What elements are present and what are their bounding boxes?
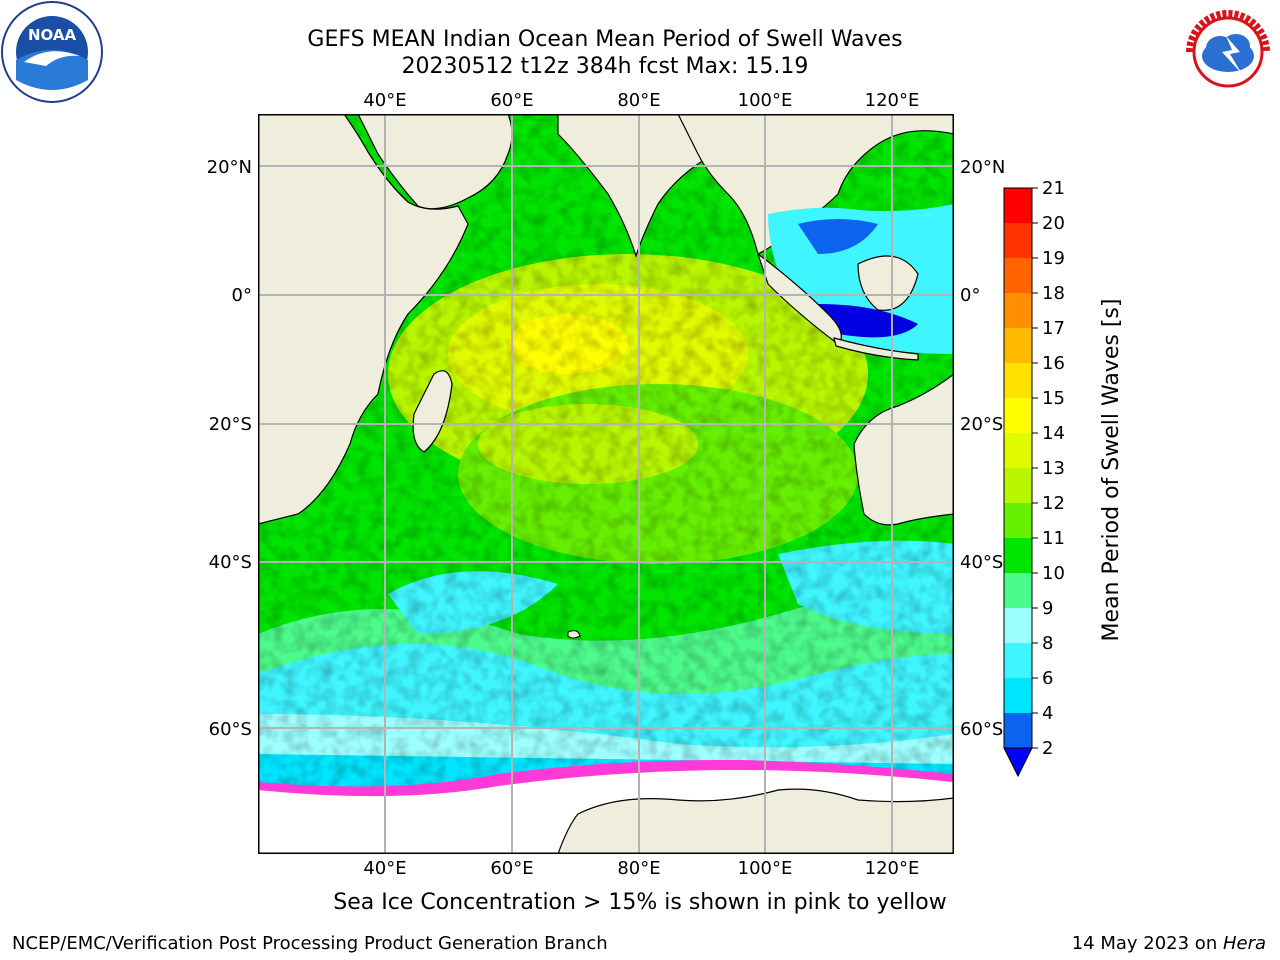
colorbar-swatch bbox=[1004, 188, 1032, 223]
swell-period-map bbox=[258, 114, 954, 854]
sumatra bbox=[756, 252, 842, 345]
colorbar-swatch bbox=[1004, 643, 1032, 678]
colorbar-swatch bbox=[1004, 608, 1032, 643]
colorbar-tick-label: 8 bbox=[1042, 633, 1053, 654]
colorbar-tick-label: 19 bbox=[1042, 248, 1065, 269]
java bbox=[833, 337, 919, 361]
colorbar-swatch bbox=[1004, 328, 1032, 363]
madagascar bbox=[412, 370, 453, 453]
chart-subtitle: 20230512 t12z 384h fcst Max: 15.19 bbox=[401, 54, 809, 79]
colorbar-swatch bbox=[1004, 713, 1032, 748]
noaa-logo-icon: NOAA bbox=[1, 1, 103, 103]
colorbar: 2 4 6 8 9 10 11 12 13 14 15 16 17 18 19 20 21 Mean Perio… bbox=[1003, 180, 1124, 778]
footer-credit: NCEP/EMC/Verification Post Processing Pr… bbox=[12, 933, 608, 954]
lon-label-bottom: 80°E bbox=[617, 858, 660, 879]
colorbar-label: Mean Period of Swell Waves [s] bbox=[1099, 299, 1124, 642]
sea-ice-edge bbox=[258, 759, 954, 801]
lon-label-bottom: 120°E bbox=[865, 858, 920, 879]
colorbar-under-arrow bbox=[1003, 747, 1033, 778]
graticule bbox=[258, 114, 954, 854]
lat-label-right: 20°N bbox=[960, 157, 1005, 178]
colorbar-tick-label: 21 bbox=[1042, 180, 1065, 199]
colorbar-tick-label: 11 bbox=[1042, 528, 1065, 549]
colorbar-swatch bbox=[1004, 398, 1032, 433]
colorbar-swatch bbox=[1004, 363, 1032, 398]
colorbar-swatch bbox=[1004, 293, 1032, 328]
lat-label-left: 60°S bbox=[209, 719, 252, 740]
colorbar-swatch bbox=[1004, 468, 1032, 503]
lat-label-left: 40°S bbox=[209, 552, 252, 573]
chart-title: GEFS MEAN Indian Ocean Mean Period of Sw… bbox=[307, 27, 903, 52]
australia-landmass bbox=[853, 373, 954, 526]
lat-label-left: 20°S bbox=[209, 414, 252, 435]
colorbar-tick-label: 6 bbox=[1042, 668, 1053, 689]
footer-date: 14 May 2023 on Hera bbox=[1072, 933, 1266, 954]
colorbar-tick-label: 12 bbox=[1042, 493, 1065, 514]
lon-label-top: 100°E bbox=[738, 90, 793, 111]
colorbar-swatch bbox=[1004, 678, 1032, 713]
colorbar-swatch bbox=[1004, 258, 1032, 293]
colorbar-swatch bbox=[1004, 573, 1032, 608]
colorbar-tick-label: 13 bbox=[1042, 458, 1065, 479]
colorbar-tick-label: 10 bbox=[1042, 563, 1065, 584]
colorbar-swatch bbox=[1004, 223, 1032, 258]
colorbar-tick-label: 15 bbox=[1042, 388, 1065, 409]
lon-label-bottom: 40°E bbox=[363, 858, 406, 879]
map-frame bbox=[258, 114, 954, 854]
lon-label-bottom: 100°E bbox=[738, 858, 793, 879]
lon-label-top: 120°E bbox=[865, 90, 920, 111]
nws-logo-icon bbox=[1180, 4, 1276, 100]
colorbar-tick-label: 17 bbox=[1042, 318, 1065, 339]
colorbar-swatch bbox=[1004, 433, 1032, 468]
lon-label-top: 80°E bbox=[617, 90, 660, 111]
colorbar-tick-label: 4 bbox=[1042, 703, 1053, 724]
india-landmass bbox=[557, 114, 729, 258]
africa-landmass bbox=[258, 114, 469, 525]
sea-ice-note: Sea Ice Concentration > 15% is shown in … bbox=[333, 890, 947, 915]
lat-label-right: 0° bbox=[960, 285, 980, 306]
colorbar-swatch bbox=[1004, 503, 1032, 538]
colorbar-tick-label: 16 bbox=[1042, 353, 1065, 374]
footer-host: Hera bbox=[1222, 933, 1266, 954]
lat-label-left: 20°N bbox=[207, 157, 252, 178]
lat-label-left: 0° bbox=[232, 285, 252, 306]
colorbar-tick-label: 9 bbox=[1042, 598, 1053, 619]
colorbar-tick-label: 20 bbox=[1042, 213, 1065, 234]
colorbar-swatch bbox=[1004, 538, 1032, 573]
svg-text:NOAA: NOAA bbox=[28, 26, 77, 44]
colorbar-tick-label: 18 bbox=[1042, 283, 1065, 304]
lon-label-top: 40°E bbox=[363, 90, 406, 111]
lon-label-top: 60°E bbox=[490, 90, 533, 111]
colorbar-tick-label: 2 bbox=[1042, 738, 1053, 759]
colorbar-tick-label: 14 bbox=[1042, 423, 1065, 444]
footer-date-text: 14 May 2023 on bbox=[1071, 933, 1223, 954]
lon-label-bottom: 60°E bbox=[490, 858, 533, 879]
